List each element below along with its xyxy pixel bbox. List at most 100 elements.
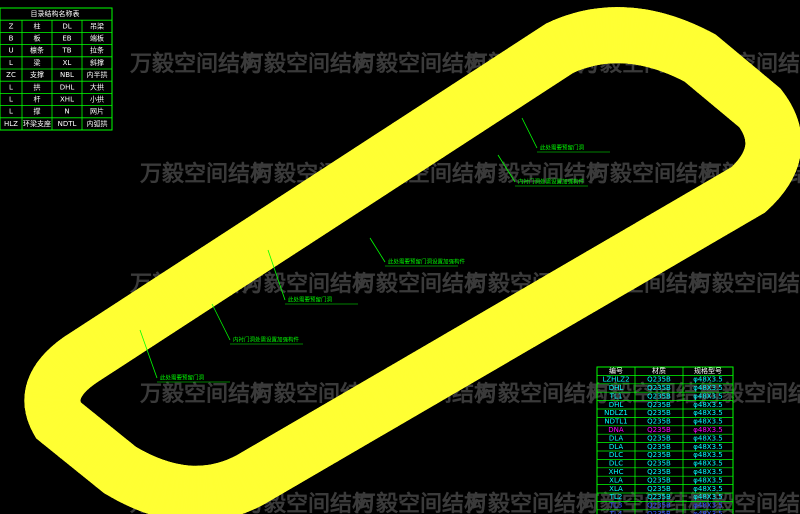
- table-cell: DHL: [60, 83, 75, 91]
- table-cell: NDTL1: [604, 418, 627, 426]
- watermark: 万毅空间结构: [475, 161, 608, 187]
- watermark: 万毅空间结构: [587, 381, 720, 407]
- table-cell: LZHLZ2: [602, 376, 629, 384]
- table-cell: 柱: [34, 21, 41, 30]
- table-cell: 杆: [34, 95, 41, 104]
- table-cell: φ48X3.5: [693, 418, 722, 426]
- table-header: 规格型号: [694, 366, 722, 375]
- watermark: 万毅空间结构: [465, 491, 598, 514]
- watermark: 万毅空间结构: [699, 381, 800, 407]
- table-cell: 斜撑: [90, 58, 104, 67]
- table-cell: Q235B: [647, 376, 671, 384]
- table-cell: L: [9, 96, 13, 104]
- table-cell: HLZ: [4, 120, 18, 128]
- table-cell: Q235B: [647, 443, 671, 451]
- table-cell: 大拱: [90, 82, 104, 91]
- watermark: 万毅空间结构: [129, 51, 262, 77]
- table-cell: B: [9, 35, 14, 43]
- table-cell: DNA: [608, 426, 624, 434]
- table-cell: Q235B: [647, 460, 671, 468]
- table-cell: XLA: [609, 476, 623, 484]
- watermark: 万毅空间结构: [353, 51, 486, 77]
- annotation: 内衬门洞处需设置加强构件: [233, 336, 300, 344]
- table-cell: φ48X3.5: [693, 443, 722, 451]
- table-cell: Q235B: [647, 476, 671, 484]
- watermark: 万毅空间结构: [353, 491, 486, 514]
- table-cell: Q235B: [647, 510, 671, 514]
- truss-loop: [52, 35, 800, 514]
- table-cell: φ48X3.5: [693, 392, 722, 400]
- table-cell: EB: [62, 35, 71, 43]
- table-cell: TL4: [609, 510, 623, 514]
- code-table: 目录结构名称表 Z 柱 DL 吊梁 B 板 EB 端板 U 檩条 TB 拉条 L 梁 XL 斜撑 ZC 支撑 NBL 内…: [0, 7, 113, 131]
- annotation: 此处需要预留门洞: [288, 296, 333, 304]
- table-cell: N: [64, 108, 69, 116]
- table-cell: L: [9, 108, 13, 116]
- table-cell: φ48X3.5: [693, 460, 722, 468]
- table-cell: U: [8, 47, 13, 55]
- watermark: 万毅空间结构: [475, 381, 608, 407]
- member-table: 编号 材质 规格型号 LZHLZ2 Q235B φ48X3.5 DHL Q235B φ48X3.…: [596, 366, 734, 514]
- leader-line: [139, 329, 158, 379]
- table-cell: 吊梁: [90, 21, 104, 30]
- table-header: 编号: [609, 366, 623, 375]
- annotations: 此处需要预留门洞内衬门洞处需设置加强构件此处需要预留门洞设置加强构件此处需要预留…: [139, 117, 610, 383]
- table-cell: 内弧拱: [87, 119, 108, 128]
- watermark: 万毅空间结构: [577, 491, 710, 514]
- table-cell: Q235B: [647, 434, 671, 442]
- table-cell: XHL: [60, 96, 74, 104]
- table-cell: 小拱: [90, 95, 104, 104]
- table-cell: Q235B: [647, 401, 671, 409]
- watermark: 万毅空间结构: [689, 491, 800, 514]
- table-cell: Q235B: [647, 392, 671, 400]
- table-cell: 板: [34, 34, 41, 43]
- watermark: 万毅空间结构: [587, 161, 720, 187]
- table-cell: DLA: [609, 434, 623, 442]
- table-cell: TL3: [609, 502, 623, 510]
- table-cell: φ48X3.5: [693, 485, 722, 493]
- table-cell: TB: [61, 47, 71, 55]
- table-cell: Q235B: [647, 502, 671, 510]
- table-cell: DHL: [609, 384, 624, 392]
- table-cell: 端板: [90, 34, 104, 43]
- table-cell: XHC: [609, 468, 624, 476]
- table-cell: NDTL: [58, 120, 77, 128]
- table-cell: φ48X3.5: [693, 476, 722, 484]
- table-cell: 撑: [34, 107, 41, 116]
- table-cell: Q235B: [647, 418, 671, 426]
- leader-line: [521, 117, 538, 149]
- table-cell: φ48X3.5: [693, 451, 722, 459]
- table-cell: DLC: [609, 451, 623, 459]
- table-cell: Q235B: [647, 409, 671, 417]
- leader-line: [211, 303, 231, 341]
- table-cell: Q235B: [647, 426, 671, 434]
- watermark: 万毅空间结构: [241, 51, 374, 77]
- annotation: 此处需要预留门洞: [540, 144, 585, 152]
- table-cell: DLC: [609, 460, 623, 468]
- table-cell: DLA: [609, 443, 623, 451]
- table-cell: 檩条: [30, 46, 44, 55]
- watermark: 万毅空间结构: [353, 271, 486, 297]
- table-cell: φ48X3.5: [693, 493, 722, 501]
- table-cell: NBL: [60, 71, 74, 79]
- table-cell: TL2: [609, 493, 623, 501]
- watermark: 万毅空间结构: [689, 271, 800, 297]
- watermark: 万毅空间结构: [139, 381, 272, 407]
- table-cell: 拉条: [90, 46, 104, 55]
- table-cell: Q235B: [647, 468, 671, 476]
- table-cell: Q235B: [647, 384, 671, 392]
- watermark: 万毅空间结构: [139, 161, 272, 187]
- table-cell: φ48X3.5: [693, 468, 722, 476]
- table-cell: Q235B: [647, 485, 671, 493]
- table-cell: φ48X3.5: [693, 384, 722, 392]
- table-cell: 拱: [34, 82, 41, 91]
- table-cell: NDLZ1: [604, 409, 628, 417]
- leader-line: [369, 237, 386, 263]
- table-cell: Q235B: [647, 451, 671, 459]
- table-cell: 内半拱: [87, 70, 108, 79]
- annotation: 内衬门洞处需设置加强构件: [518, 178, 585, 186]
- table-cell: φ48X3.5: [693, 376, 722, 384]
- watermark: 万毅空间结构: [241, 271, 374, 297]
- table-cell: φ48X3.5: [693, 434, 722, 442]
